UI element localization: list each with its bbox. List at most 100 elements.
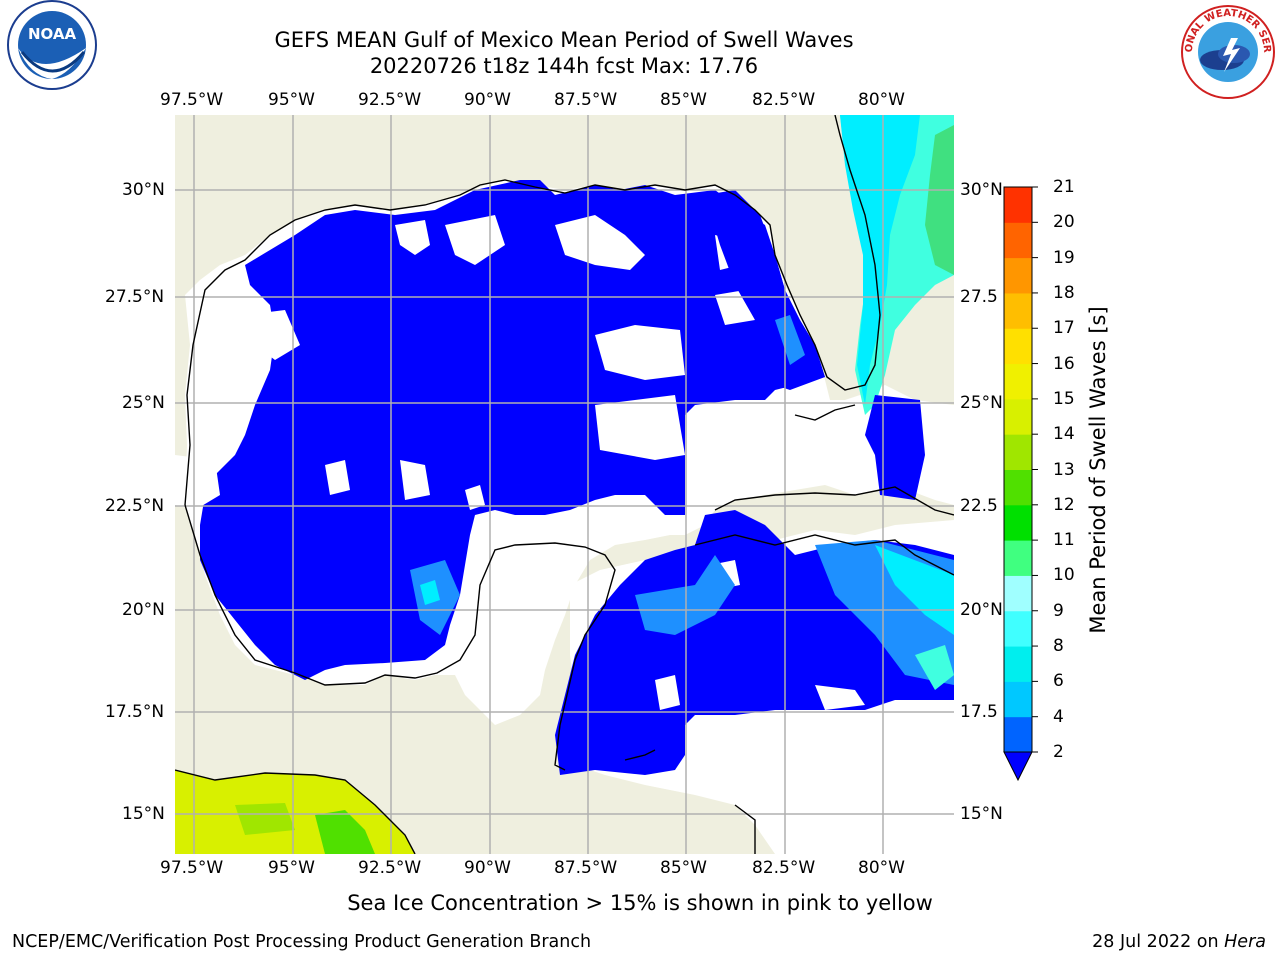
colorbar-segment [1004,257,1032,294]
colorbar-tick-label: 2 [1053,742,1064,762]
lon-label-top: 95°W [268,90,315,110]
nodata-hole [655,675,680,710]
lon-label-bottom: 87.5°W [554,858,618,878]
lat-label-right: 17.5 [960,702,998,722]
swell-accent [775,315,805,365]
atlantic-green [925,125,954,275]
colorbar-tick-label: 6 [1053,671,1064,692]
lon-label-top: 90°W [464,90,511,110]
lon-label-bottom: 80°W [858,858,905,878]
colorbar-tick-label: 9 [1053,600,1064,621]
lat-label-right: 22.5 [960,496,998,516]
lon-label-top: 82.5°W [752,90,816,110]
lon-label-top: 85°W [660,90,707,110]
lon-label-top: 97.5°W [160,90,224,110]
colorbar-segment [1004,222,1032,259]
colorbar [1003,186,1038,782]
lon-label-bottom: 92.5°W [358,858,422,878]
coastlines [175,115,954,854]
colorbar-tick-label: 19 [1053,247,1075,268]
date-host: Hera [1224,932,1266,952]
lon-label-top: 80°W [858,90,905,110]
colorbar-segment [1004,610,1032,647]
lat-label-left: 30°N [122,180,165,200]
lat-label-left: 27.5°N [105,287,165,307]
sea-ice-note: Sea Ice Concentration > 15% is shown in … [347,891,933,915]
nodata-hole [555,215,645,270]
colorbar-tick-label: 13 [1053,459,1075,480]
lon-label-top: 92.5°W [358,90,422,110]
noaa-logo-text: NOAA [28,25,77,43]
lat-label-left: 25°N [122,393,165,413]
nodata-hole [595,395,685,460]
lat-label-right: 25°N [960,393,1003,413]
credit-text: NCEP/EMC/Verification Post Processing Pr… [12,932,592,952]
nodata-hole [325,460,350,495]
colorbar-segment [1004,363,1032,400]
colorbar-segment [1004,504,1032,541]
colorbar-segment [1004,575,1032,612]
map-panel [175,115,954,854]
swell-accent [915,645,954,690]
noaa-logo: NOAA [7,0,97,90]
colorbar-label: Mean Period of Swell Waves [s] [1086,306,1110,634]
lon-label-bottom: 90°W [464,858,511,878]
colorbar-segment [1004,469,1032,506]
colorbar-tick-label: 16 [1053,353,1075,374]
lon-label-bottom: 95°W [268,858,315,878]
lat-label-left: 20°N [122,600,165,620]
swell-accent [420,580,440,605]
colorbar-tick-label: 12 [1053,494,1075,515]
colorbar-segment [1004,646,1032,682]
lon-label-bottom: 82.5°W [752,858,816,878]
nodata-hole [245,310,300,360]
pacific-green-patch [315,810,375,854]
colorbar-tick-label: 11 [1053,530,1075,551]
colorbar-segment [1004,398,1032,435]
lat-label-right: 15°N [960,804,1003,824]
colorbar-tick-label: 8 [1053,636,1064,657]
swell-accent [875,545,954,635]
colorbar-tick-label: 4 [1053,706,1064,727]
map-gridlines [175,115,954,854]
lat-label-right: 30°N [960,180,1003,200]
lat-label-left: 15°N [122,804,165,824]
colorbar-segment [1004,187,1032,223]
colorbar-tick-label: 17 [1053,318,1075,339]
colorbar-tick-label: 21 [1053,177,1075,197]
lon-label-top: 87.5°W [554,90,618,110]
lon-label-bottom: 85°W [660,858,707,878]
nws-logo: NATIONAL WEATHER SERVICE [1176,0,1275,99]
lat-label-right: 20°N [960,600,1003,620]
date-prefix: 28 Jul 2022 on [1092,932,1225,952]
swell-region-gulf [200,180,825,680]
lat-label-right: 27.5 [960,287,998,307]
colorbar-segment [1004,540,1032,576]
nodata-hole [815,685,865,710]
colorbar-tick-label: 15 [1053,388,1075,409]
lat-label-left: 22.5°N [105,496,165,516]
colorbar-segment [1004,681,1032,718]
colorbar-segment [1004,328,1032,365]
plot-title: GEFS MEAN Gulf of Mexico Mean Period of … [274,28,854,52]
atlantic-cyan [840,115,920,405]
nodata-hole [595,325,685,380]
pacific-green-patch [235,803,295,835]
date-text: 28 Jul 2022 on Hera [1092,932,1266,952]
lon-label-bottom: 97.5°W [160,858,224,878]
colorbar-tick-label: 18 [1053,282,1075,303]
colorbar-tick-label: 14 [1053,424,1075,445]
colorbar-under-arrow [1003,751,1033,782]
colorbar-segment [1004,716,1032,753]
swell-accent [635,555,735,635]
colorbar-segment [1004,434,1032,470]
colorbar-tick-label: 10 [1053,565,1075,586]
nodata-hole [465,485,485,510]
lat-label-left: 17.5°N [105,702,165,722]
nodata-hole [400,460,430,500]
colorbar-tick-label: 20 [1053,212,1075,233]
nodata-hole [395,220,430,255]
plot-subtitle: 20220726 t18z 144h fcst Max: 17.76 [369,54,759,78]
colorbar-segment [1004,292,1032,329]
swell-region-florida-east [865,395,925,500]
